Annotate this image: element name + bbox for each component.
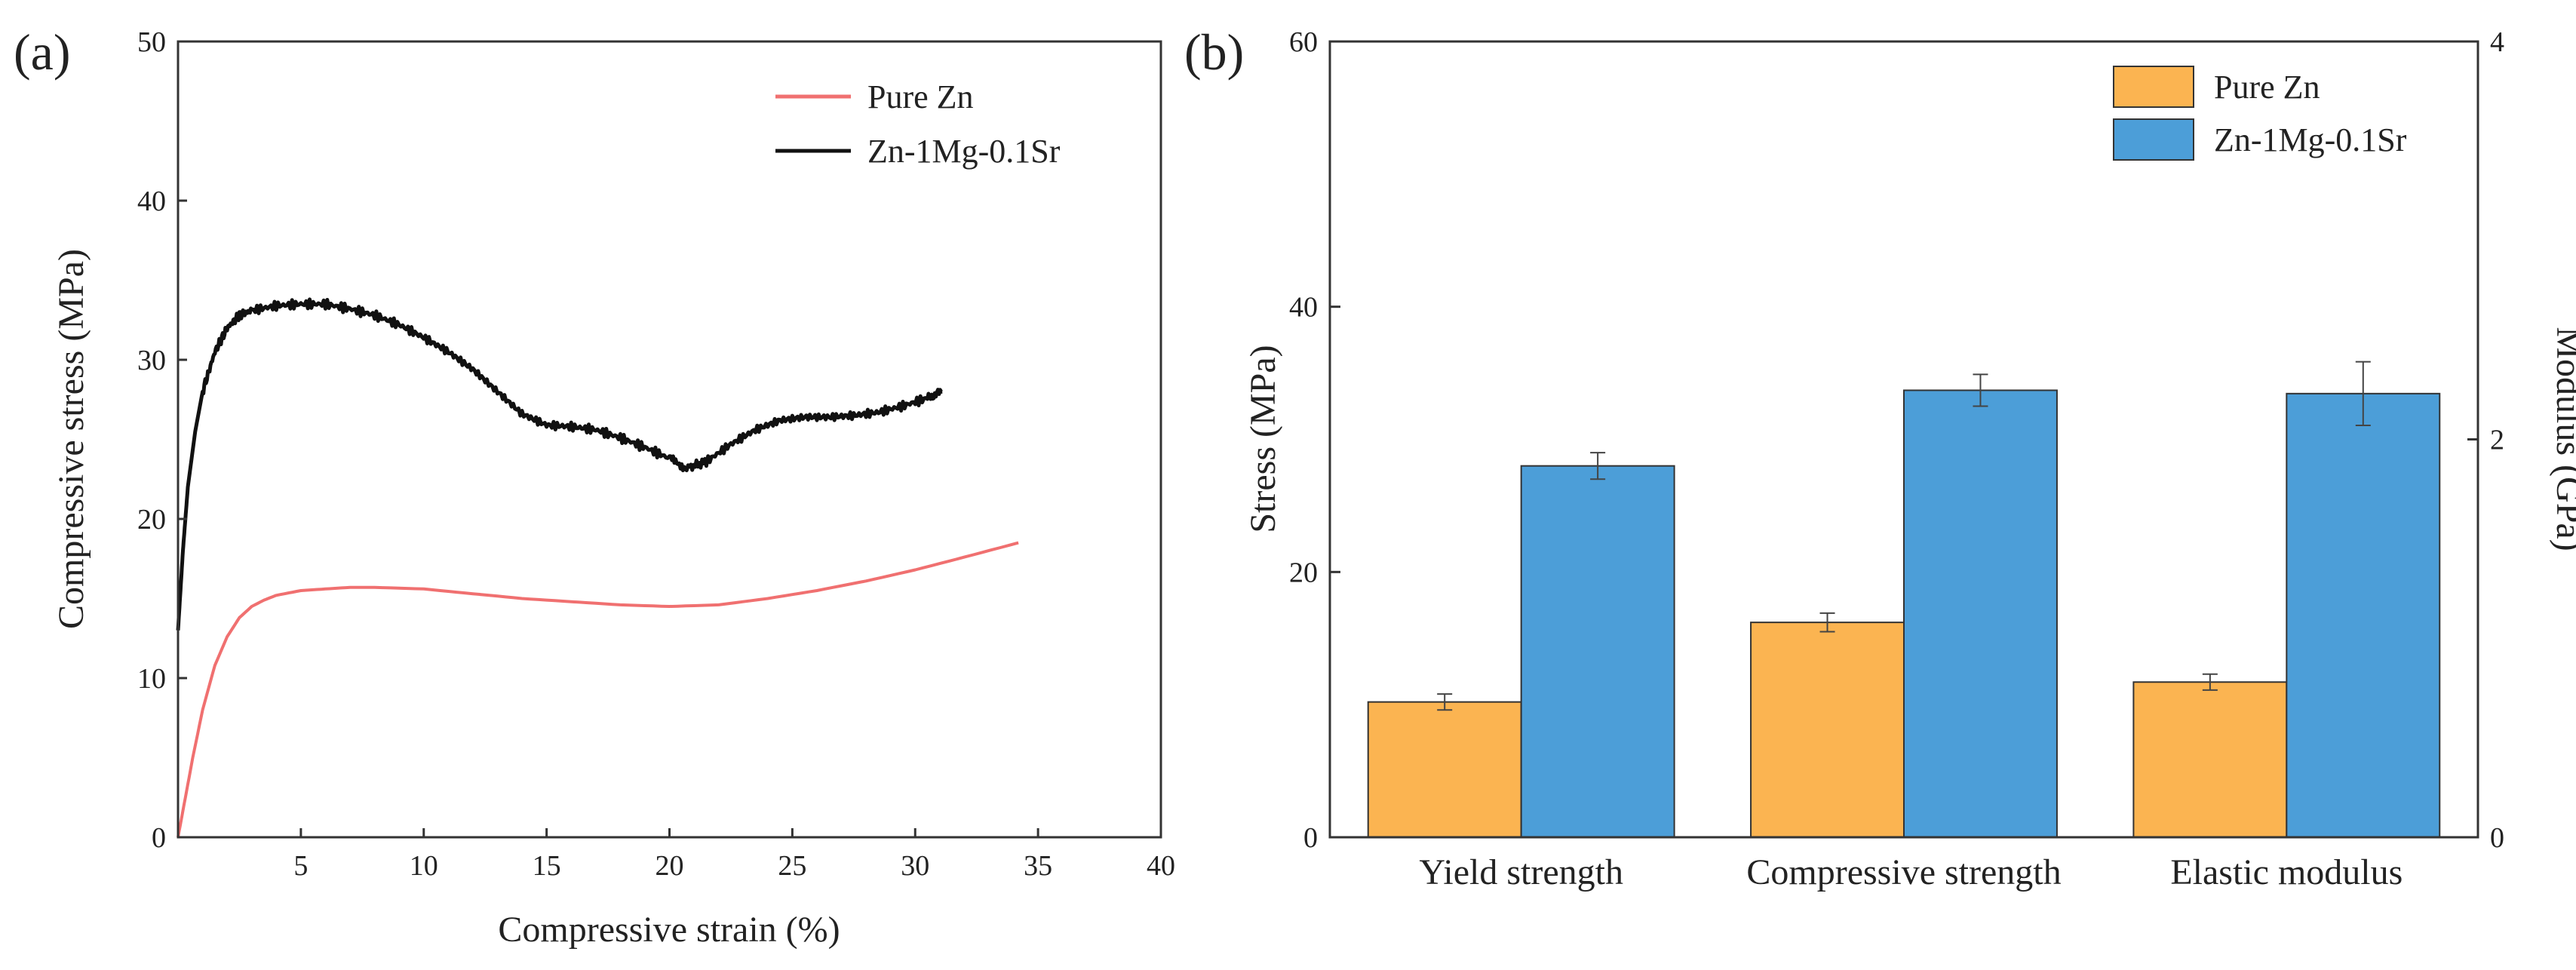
y2-tick-label: 0 <box>2490 822 2504 854</box>
panel-b-bar-chart: (b) 0 20 40 60 0 2 4 Yield strength Compressiv… <box>1184 23 2576 892</box>
x-tick-label: 15 <box>533 850 561 882</box>
bar-pure-zn-yield-strength <box>1367 701 1522 839</box>
legend-label-zn-1mg-0.1sr-bar: Zn-1Mg-0.1Sr <box>2214 121 2407 158</box>
panel-b-y-axis-title: Stress (MPa) <box>1243 345 1283 533</box>
y-tick-label: 20 <box>137 504 166 536</box>
panel-a-x-axis-title: Compressive strain (%) <box>498 910 840 950</box>
category-label-compressive-strength: Compressive strength <box>1746 852 2061 892</box>
x-tick-label: 5 <box>293 850 308 882</box>
y-tick-label: 30 <box>137 345 166 376</box>
legend-label-pure-zn-bar: Pure Zn <box>2214 69 2320 106</box>
panel-b-legend: Pure Zn Zn-1Mg-0.1Sr <box>2113 66 2407 161</box>
y-tick-label: 40 <box>137 186 166 217</box>
y2-tick-label: 4 <box>2490 26 2504 58</box>
legend-swatch-pure-zn-bar <box>2113 66 2194 108</box>
x-tick-label: 25 <box>778 850 806 882</box>
bar-zn-1mg-0.1sr-yield-strength <box>1520 465 1675 839</box>
y-tick-label: 40 <box>1289 292 1318 324</box>
y-tick-label: 50 <box>137 26 166 58</box>
x-tick-label: 30 <box>901 850 929 882</box>
legend-label-zn-1mg-0.1sr: Zn-1Mg-0.1Sr <box>867 133 1061 170</box>
panel-b-y2-axis-title: Modulus (GPa) <box>2549 327 2576 551</box>
bar-zn-1mg-0.1sr-compressive-strength <box>1903 389 2058 838</box>
x-tick-label: 35 <box>1024 850 1052 882</box>
y-tick-label: 10 <box>137 663 166 695</box>
y-tick-label: 0 <box>152 822 166 854</box>
y2-tick-label: 2 <box>2490 425 2504 456</box>
x-tick-label: 20 <box>656 850 684 882</box>
x-tick-label: 40 <box>1147 850 1175 882</box>
panel-a-y-axis-title: Compressive stress (MPa) <box>51 249 91 629</box>
bar-pure-zn-compressive-strength <box>1750 622 1905 839</box>
category-label-yield-strength: Yield strength <box>1419 852 1623 892</box>
bar-pure-zn-elastic-modulus <box>2132 681 2288 839</box>
y-tick-label: 60 <box>1289 26 1318 58</box>
category-label-elastic-modulus: Elastic modulus <box>2170 852 2403 892</box>
series-line-pure-zn <box>177 541 1019 838</box>
series-line-zn-1mg-0.1sr <box>176 297 944 631</box>
panel-a-legend: Pure Zn Zn-1Mg-0.1Sr <box>775 78 1061 170</box>
bar-zn-1mg-0.1sr-elastic-modulus <box>2286 392 2441 838</box>
x-tick-label: 10 <box>410 850 438 882</box>
panel-a-label: (a) <box>14 23 70 81</box>
legend-swatch-zn-1mg-0.1sr-bar <box>2113 118 2194 161</box>
y-tick-label: 0 <box>1303 822 1318 854</box>
legend-label-pure-zn: Pure Zn <box>867 78 974 115</box>
panel-a-line-chart: (a) 5 10 15 20 25 30 35 40 0 10 20 30 40 50 Compress… <box>14 23 1175 950</box>
y-tick-label: 20 <box>1289 557 1318 588</box>
panel-b-label: (b) <box>1184 23 1244 81</box>
